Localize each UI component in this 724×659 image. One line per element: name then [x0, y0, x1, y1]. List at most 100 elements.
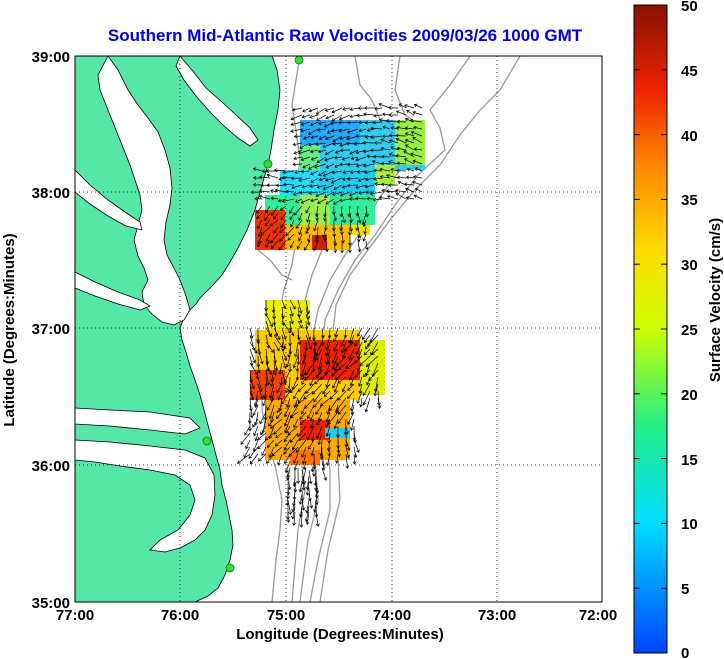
velocity-arrow: [363, 226, 367, 235]
velocity-field-south: [250, 300, 385, 465]
velocity-arrow: [265, 205, 271, 214]
velocity-arrow: [295, 219, 303, 229]
velocity-arrow: [327, 432, 332, 444]
velocity-arrow: [315, 212, 320, 222]
velocity-arrow: [346, 162, 359, 167]
velocity-arrow: [412, 175, 423, 179]
velocity-arrow: [264, 432, 275, 441]
velocity-arrow: [358, 191, 367, 195]
velocity-arrow: [346, 362, 355, 370]
velocity-arrow: [324, 107, 335, 112]
velocity-arrow: [350, 156, 359, 161]
velocity-arrow: [370, 126, 383, 131]
velocity-arrow: [295, 439, 307, 454]
velocity-arrow: [405, 196, 415, 200]
velocity-arrow: [302, 163, 311, 169]
velocity-arrow: [301, 184, 311, 189]
velocity-arrow: [268, 446, 275, 458]
velocity-arrow: [347, 390, 355, 399]
velocity-arrow: [348, 327, 355, 344]
velocity-arrow: [310, 446, 315, 457]
velocity-arrow: [299, 511, 304, 528]
velocity-arrow: [290, 128, 303, 133]
velocity-arrow: [364, 240, 369, 251]
velocity-arrow: [273, 212, 279, 220]
velocity-arrow: [332, 135, 343, 143]
velocity-arrow: [292, 511, 296, 527]
velocity-arrow: [373, 113, 383, 118]
x-axis-label: Longitude (Degrees:Minutes): [236, 626, 444, 643]
velocity-arrow: [362, 383, 371, 397]
velocity-arrow: [259, 411, 267, 425]
x-tick-label: 75:00: [267, 607, 305, 624]
velocity-arrow: [273, 168, 287, 173]
velocity-arrow: [261, 446, 267, 456]
velocity-arrow: [313, 240, 319, 252]
velocity-arrow: [260, 425, 267, 436]
velocity-arrow: [338, 362, 347, 371]
map-panel: [75, 56, 602, 602]
velocity-arrow: [349, 418, 355, 431]
velocity-arrow: [294, 341, 299, 358]
velocity-arrow: [365, 341, 371, 350]
velocity-arrow: [277, 390, 283, 401]
velocity-arrow: [322, 170, 335, 177]
velocity-arrow: [379, 175, 391, 179]
velocity-arrow: [273, 327, 281, 341]
velocity-arrow: [373, 177, 383, 181]
velocity-arrow: [348, 348, 355, 361]
velocity-arrow: [260, 226, 271, 236]
colorbar-tick-label: 40: [681, 128, 698, 145]
velocity-arrow: [301, 475, 306, 491]
velocity-arrow: [279, 205, 287, 211]
colorbar: 50 45 40 35 30 25 20 15 10 5 0 Surface V…: [633, 0, 724, 659]
velocity-arrow: [248, 446, 259, 459]
velocity-arrow: [356, 390, 363, 404]
velocity-arrow: [293, 390, 299, 400]
colorbar-tick-label: 15: [681, 452, 698, 469]
velocity-arrow: [396, 175, 407, 180]
velocity-arrow: [249, 390, 255, 401]
velocity-arrow: [362, 327, 371, 341]
velocity-arrow: [357, 177, 367, 182]
velocity-arrow: [382, 134, 391, 139]
velocity-arrow: [244, 425, 251, 436]
velocity-arrow: [290, 114, 303, 121]
velocity-arrow: [301, 453, 307, 465]
velocity-arrow: [320, 334, 325, 347]
velocity-arrow: [333, 184, 343, 191]
velocity-arrow: [369, 148, 383, 153]
velocity-arrow: [412, 159, 423, 165]
velocity-arrow: [355, 149, 367, 155]
velocity-arrow: [337, 404, 347, 415]
velocity-arrow: [413, 125, 423, 130]
velocity-arrow: [257, 383, 264, 400]
velocity-arrow: [380, 182, 391, 187]
velocity-arrow: [388, 183, 399, 188]
velocity-arrow: [378, 195, 391, 200]
velocity-arrow: [340, 334, 347, 348]
velocity-arrow: [310, 156, 319, 161]
velocity-arrow: [299, 418, 307, 426]
velocity-arrow: [283, 369, 291, 384]
velocity-arrow: [394, 188, 407, 193]
colorbar-tick-labels: 50 45 40 35 30 25 20 15 10 5 0: [681, 0, 698, 659]
velocity-arrow: [300, 156, 311, 162]
velocity-arrow: [329, 390, 339, 400]
velocity-arrow: [396, 146, 407, 151]
velocity-arrow: [413, 147, 423, 152]
velocity-arrow: [362, 233, 367, 242]
velocity-arrow: [283, 404, 291, 417]
velocity-arrow: [298, 432, 307, 441]
velocity-arrow: [257, 439, 267, 450]
velocity-arrow: [310, 198, 319, 203]
velocity-arrow: [341, 212, 346, 224]
velocity-arrow: [297, 425, 307, 438]
velocity-arrow: [257, 432, 267, 441]
velocity-arrow: [404, 132, 415, 137]
velocity-arrow: [396, 161, 407, 166]
station-marker: [263, 159, 273, 169]
colorbar-tick-label: 5: [681, 581, 689, 598]
velocity-arrow: [313, 390, 323, 403]
velocity-arrow: [302, 107, 311, 113]
